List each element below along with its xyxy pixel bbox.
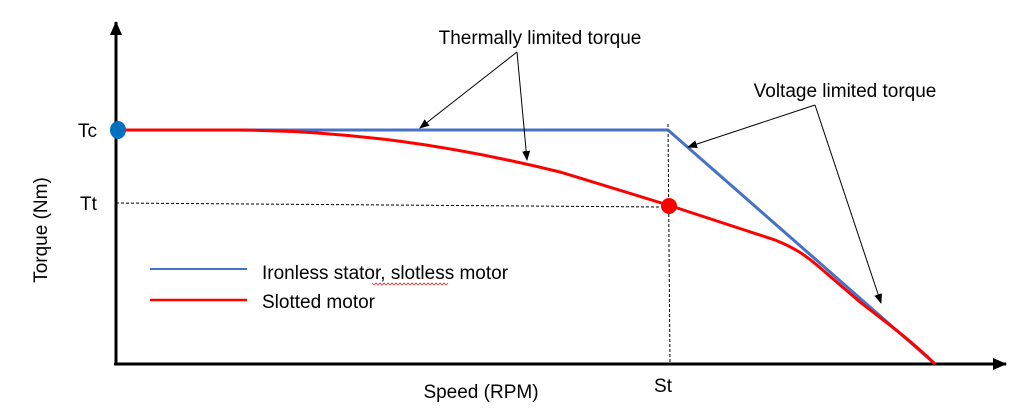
voltage-arrow-1 xyxy=(687,104,816,148)
x-tick-st: St xyxy=(654,376,673,397)
x-axis-label: Speed (RPM) xyxy=(423,382,538,403)
legend: Ironless stator, slotless motor Slotted … xyxy=(150,263,509,313)
y-tick-tt: Tt xyxy=(80,194,98,215)
thermal-arrow-2 xyxy=(516,51,531,161)
y-tick-tc: Tc xyxy=(78,121,97,142)
thermal-arrow-1 xyxy=(419,51,518,129)
st-guide-line xyxy=(667,123,671,365)
slotless-motor-curve xyxy=(118,128,936,366)
slotted-motor-curve xyxy=(118,128,937,366)
tt-marker xyxy=(661,198,677,214)
voltage-arrow-2 xyxy=(814,104,882,304)
tc-marker xyxy=(110,121,126,139)
thermal-annotation: Thermally limited torque xyxy=(439,28,642,49)
voltage-annotation: Voltage limited torque xyxy=(754,81,937,102)
y-axis-label: Torque (Nm) xyxy=(31,177,52,283)
legend-label-slotless: Ironless stator, slotless motor xyxy=(262,263,509,284)
tt-guide-line xyxy=(115,202,663,208)
legend-label-slotted: Slotted motor xyxy=(262,292,376,313)
spellcheck-squiggle xyxy=(371,282,449,286)
